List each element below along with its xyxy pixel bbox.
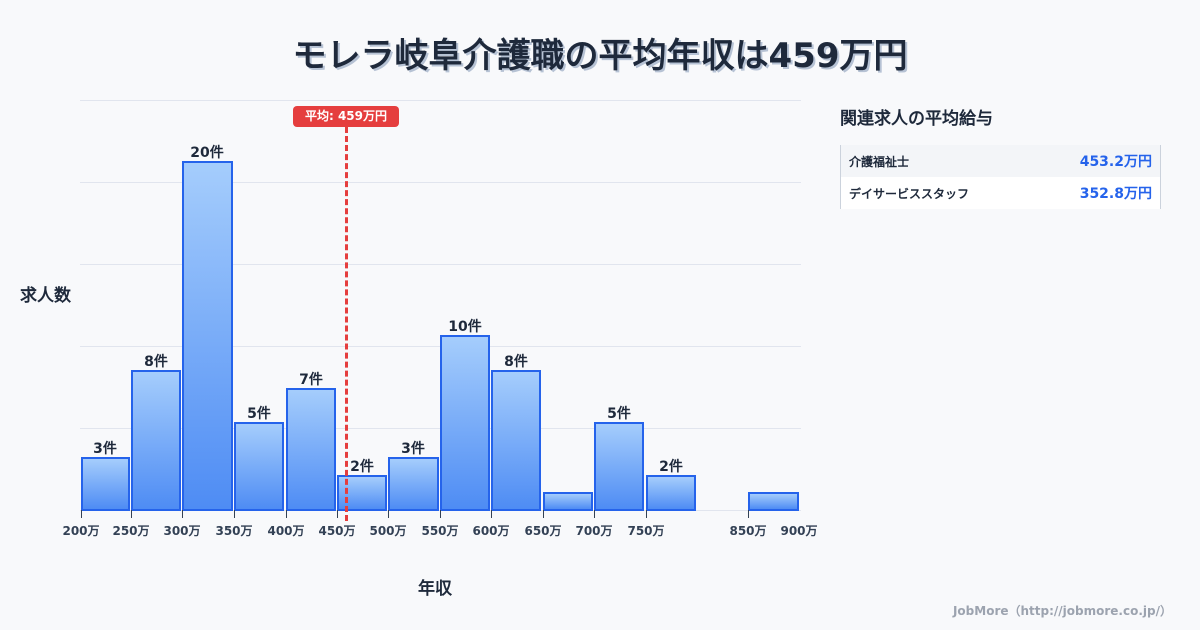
bar-label: 7件 (299, 372, 323, 388)
related-salary-row: デイサービススタッフ 352.8万円 (841, 177, 1160, 209)
bar-350-400 (234, 422, 284, 511)
job-salary: 453.2万円 (1079, 154, 1152, 170)
related-salary-row: 介護福祉士 453.2万円 (841, 145, 1160, 177)
x-tick (748, 510, 749, 518)
bar-label: 5件 (607, 406, 631, 422)
job-name: デイサービススタッフ (849, 186, 970, 201)
x-tick (286, 510, 287, 518)
page-title: モレラ岐阜介護職の平均年収は459万円 (292, 36, 908, 76)
average-badge: 平均: 459万円 (293, 106, 399, 127)
gridline (80, 264, 801, 265)
job-name: 介護福祉士 (849, 154, 910, 169)
x-tick-label: 500万 (369, 524, 407, 538)
bar-700-750 (594, 422, 644, 511)
bar-label: 2件 (659, 459, 683, 475)
x-tick-label: 550万 (421, 524, 459, 538)
x-tick-label: 750万 (627, 524, 665, 538)
bar-label: 8件 (144, 354, 168, 370)
gridline (80, 182, 801, 183)
bar-300-350 (182, 161, 233, 511)
related-salary-table: 介護福祉士 453.2万円 デイサービススタッフ 352.8万円 (840, 145, 1161, 209)
x-tick-label: 250万 (112, 524, 150, 538)
gridline (80, 100, 801, 101)
job-salary: 352.8万円 (1079, 186, 1152, 202)
x-tick-label: 650万 (524, 524, 562, 538)
x-tick-label: 900万 (780, 524, 818, 538)
bar-400-450 (286, 388, 336, 511)
bar-label: 8件 (504, 354, 528, 370)
bar-label: 5件 (247, 406, 271, 422)
x-tick (440, 510, 441, 518)
x-tick (646, 510, 647, 518)
x-tick-label: 350万 (215, 524, 253, 538)
bar-500-550 (388, 457, 439, 511)
bar-label: 10件 (448, 319, 482, 335)
x-tick (81, 510, 82, 518)
x-axis-label: 年収 (418, 579, 452, 599)
x-tick-label: 450万 (318, 524, 356, 538)
x-tick (182, 510, 183, 518)
bar-label: 3件 (401, 441, 425, 457)
bar-750-800 (646, 475, 696, 511)
x-tick (388, 510, 389, 518)
bar-label: 3件 (93, 441, 117, 457)
average-line (345, 127, 348, 521)
x-tick (234, 510, 235, 518)
x-tick-label: 300万 (163, 524, 201, 538)
bar-250-300 (131, 370, 181, 511)
x-tick-label: 850万 (729, 524, 767, 538)
bar-550-600 (440, 335, 490, 511)
x-tick (337, 510, 338, 518)
x-tick (491, 510, 492, 518)
source-credit: JobMore（http://jobmore.co.jp/） (952, 604, 1172, 618)
x-tick-label: 600万 (472, 524, 510, 538)
x-tick (131, 510, 132, 518)
x-tick (543, 510, 544, 518)
related-salary-title: 関連求人の平均給与 (840, 109, 993, 129)
histogram-chart: 求人数 3件 8件 20件 5件 7件 2件 3件 10件 8件 5件 2件 平… (20, 100, 818, 599)
bar-label: 20件 (190, 145, 224, 161)
bar-label: 2件 (350, 459, 374, 475)
x-tick (594, 510, 595, 518)
x-tick-label: 700万 (575, 524, 613, 538)
bar-600-650 (491, 370, 541, 511)
bar-850-900 (748, 492, 799, 511)
x-tick-label: 200万 (62, 524, 100, 538)
x-tick-label: 400万 (267, 524, 305, 538)
bar-200-250 (81, 457, 130, 511)
bar-650-700 (543, 492, 593, 511)
y-axis-label: 求人数 (20, 286, 71, 306)
